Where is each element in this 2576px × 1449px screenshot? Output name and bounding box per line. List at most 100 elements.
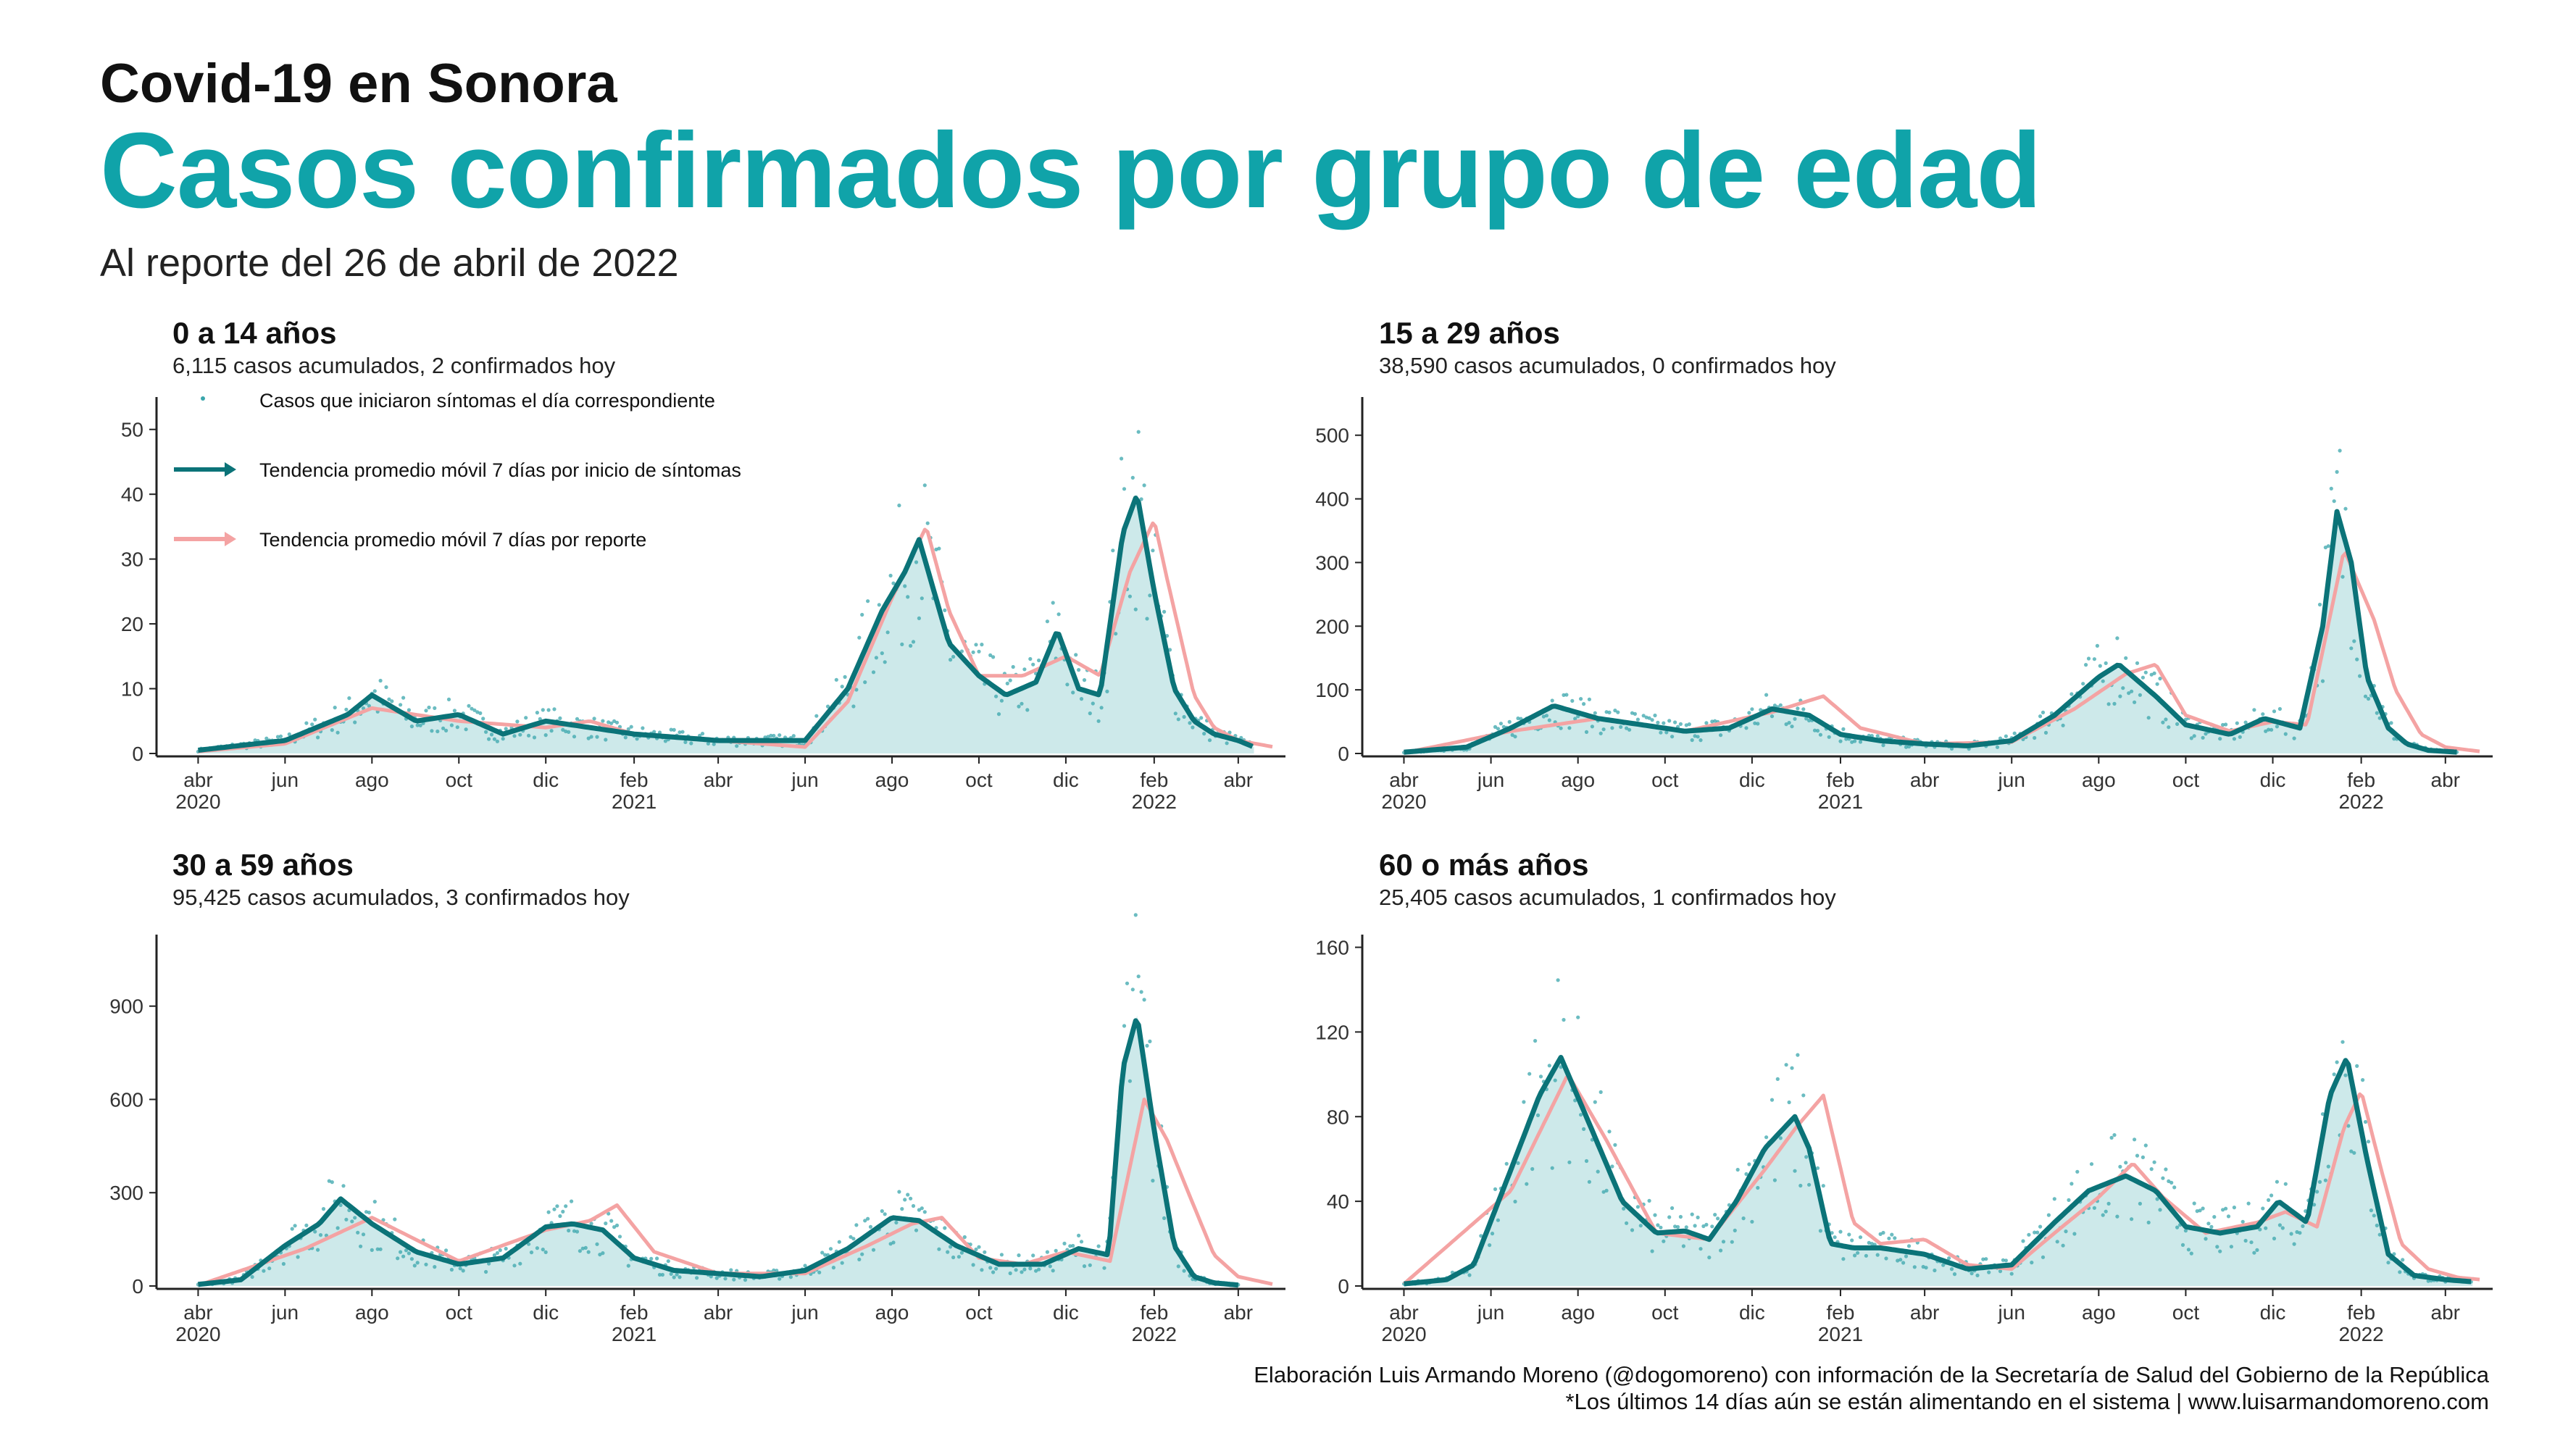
daily-point bbox=[1619, 724, 1623, 730]
daily-point bbox=[275, 735, 280, 739]
daily-point bbox=[1784, 722, 1788, 727]
daily-point bbox=[2355, 1064, 2359, 1068]
daily-point bbox=[2235, 721, 2239, 725]
daily-point bbox=[529, 1250, 534, 1255]
daily-point bbox=[2027, 1232, 2031, 1237]
daily-point bbox=[617, 1235, 622, 1239]
daily-point bbox=[2232, 737, 2236, 741]
daily-point bbox=[1051, 601, 1055, 605]
daily-point bbox=[1513, 1199, 1517, 1204]
daily-point bbox=[1690, 738, 1694, 743]
daily-point bbox=[1207, 738, 1212, 743]
daily-point bbox=[903, 1198, 907, 1202]
legend-onset-arrow-icon bbox=[225, 462, 236, 477]
daily-point bbox=[946, 1250, 950, 1254]
daily-point bbox=[1627, 727, 1632, 732]
daily-point bbox=[866, 599, 870, 604]
daily-point bbox=[1796, 706, 1800, 711]
daily-point bbox=[1741, 1216, 1746, 1221]
x-tick-label: dic bbox=[2260, 1301, 2286, 1324]
daily-point bbox=[2261, 1206, 2265, 1211]
daily-point bbox=[2292, 736, 2296, 740]
daily-point bbox=[1653, 1213, 1657, 1217]
x-tick-year-label: 2020 bbox=[175, 790, 220, 813]
daily-point bbox=[1969, 1271, 1974, 1276]
daily-point bbox=[2101, 1213, 2105, 1217]
y-tick-label: 300 bbox=[1315, 551, 1349, 574]
daily-point bbox=[570, 1199, 574, 1203]
daily-point bbox=[1182, 1269, 1186, 1273]
daily-point bbox=[1553, 1078, 1557, 1082]
daily-point bbox=[1807, 1182, 1812, 1187]
daily-point bbox=[2229, 1245, 2233, 1249]
daily-point bbox=[1136, 430, 1141, 434]
daily-point bbox=[2106, 1201, 2111, 1206]
daily-point bbox=[729, 1268, 733, 1272]
daily-point bbox=[2041, 1255, 2046, 1259]
daily-point bbox=[1559, 1065, 1563, 1069]
onset-area-3 bbox=[1404, 1057, 2473, 1286]
daily-point bbox=[2269, 1193, 2274, 1198]
daily-point bbox=[262, 1269, 266, 1273]
x-tick-label: feb bbox=[1826, 769, 1854, 791]
daily-point bbox=[1670, 735, 1675, 739]
daily-point bbox=[1635, 1205, 1640, 1209]
daily-point bbox=[883, 1212, 887, 1216]
daily-point bbox=[541, 708, 545, 712]
daily-point bbox=[1952, 1272, 1957, 1277]
daily-point bbox=[1647, 1198, 1651, 1203]
daily-point bbox=[669, 727, 673, 732]
daily-point bbox=[501, 737, 505, 741]
daily-point bbox=[1082, 678, 1087, 682]
daily-point bbox=[1941, 1263, 1946, 1267]
daily-point bbox=[527, 733, 531, 738]
daily-point bbox=[1719, 1248, 1723, 1253]
daily-point bbox=[1838, 739, 1843, 743]
daily-point bbox=[666, 1259, 670, 1264]
daily-point bbox=[743, 1278, 748, 1282]
daily-point bbox=[330, 1180, 334, 1185]
daily-point bbox=[518, 1261, 522, 1266]
daily-point bbox=[1650, 1249, 1654, 1253]
daily-point bbox=[2130, 1217, 2134, 1222]
daily-point bbox=[546, 1210, 551, 1214]
daily-point bbox=[2101, 679, 2105, 683]
daily-point bbox=[1912, 1265, 1917, 1269]
daily-point bbox=[1853, 1253, 1857, 1258]
daily-point bbox=[1590, 724, 1594, 729]
daily-point bbox=[2238, 735, 2242, 739]
daily-point bbox=[1875, 1253, 1880, 1257]
y-tick-label: 20 bbox=[121, 613, 143, 635]
y-tick-label: 300 bbox=[109, 1182, 143, 1204]
daily-point bbox=[1844, 737, 1848, 741]
daily-point bbox=[558, 1214, 562, 1219]
daily-point bbox=[988, 1266, 993, 1270]
daily-point bbox=[1638, 1224, 1643, 1228]
daily-point bbox=[484, 730, 488, 734]
daily-point bbox=[1114, 632, 1118, 636]
daily-point bbox=[492, 737, 497, 741]
daily-point bbox=[1667, 719, 1672, 723]
daily-point bbox=[1678, 1214, 1683, 1219]
daily-point bbox=[2081, 682, 2085, 686]
daily-point bbox=[458, 1266, 462, 1271]
daily-point bbox=[564, 1204, 568, 1208]
x-tick-label: ago bbox=[2082, 769, 2116, 791]
daily-point bbox=[589, 1222, 593, 1226]
daily-point bbox=[1804, 717, 1809, 721]
daily-point bbox=[2033, 735, 2037, 740]
daily-point bbox=[1770, 1098, 1775, 1102]
x-tick-year-label: 2020 bbox=[1381, 790, 1426, 813]
daily-point bbox=[1673, 1224, 1677, 1229]
daily-point bbox=[1607, 710, 1612, 715]
daily-point bbox=[2366, 1140, 2371, 1144]
daily-point bbox=[1082, 1264, 1087, 1269]
panel-title-15-29: 15 a 29 años bbox=[1379, 316, 1560, 350]
daily-point bbox=[2127, 691, 2131, 696]
daily-point bbox=[2115, 1214, 2119, 1219]
daily-point bbox=[2092, 1206, 2096, 1210]
daily-point bbox=[1037, 658, 1041, 663]
daily-point bbox=[1516, 716, 1520, 721]
daily-point bbox=[2212, 1215, 2217, 1219]
